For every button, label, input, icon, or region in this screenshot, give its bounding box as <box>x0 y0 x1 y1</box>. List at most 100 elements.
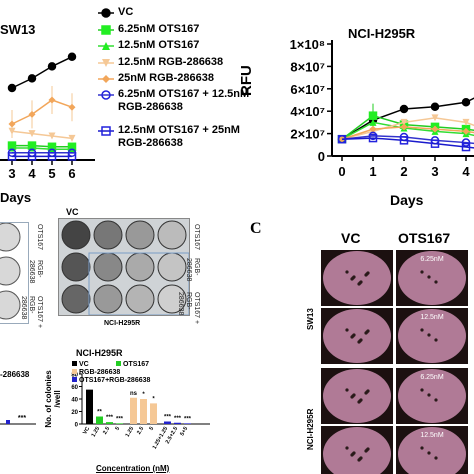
h295r-point-3-3 <box>431 114 439 122</box>
bar-legend-swatch-0 <box>72 361 77 366</box>
legend-ots625: 6.25nM OTS167 <box>118 23 200 35</box>
bar-xtick-label-5: 2.5 <box>136 426 145 436</box>
micro-colony-1-1-1 <box>427 333 431 337</box>
plate-well-0-1 <box>93 220 123 250</box>
legend-marker-0 <box>101 8 111 18</box>
bar-xtick-label-6: 5 <box>149 426 156 432</box>
microscopy-grid: 6.25nM 12.5nM 6.25nM 12.5nM <box>316 250 474 474</box>
micro-colony-1-0-7 <box>350 335 354 339</box>
legend-marker-1 <box>101 25 111 35</box>
plate-well-1-1 <box>93 252 123 282</box>
bar-legend-label-0: VC <box>79 361 89 368</box>
bar-annotation-7: *** <box>164 415 172 421</box>
sw13-point-3-2 <box>48 132 56 140</box>
h295r-point-3-2 <box>400 118 408 126</box>
legend-rgb125: 12.5nM RGB-286638 <box>118 56 224 68</box>
bar-legend-label-3: OTS167+RGB-286638 <box>79 377 151 384</box>
legend-marker-3 <box>102 59 110 67</box>
sw13-series-2 <box>12 147 72 150</box>
sw13-point-0-1 <box>27 74 37 83</box>
plate-well-2-0 <box>61 284 91 314</box>
micro-colony-2-0-8 <box>357 400 361 404</box>
h295r-point-0-3 <box>430 102 440 111</box>
micro-colony-0-1-1 <box>427 275 431 279</box>
bar-7 <box>164 421 171 424</box>
micro-colony-1-1-2 <box>434 338 438 342</box>
h295r-point-2-1 <box>369 118 377 126</box>
bar-annotation-4: ns <box>130 391 138 397</box>
plate-well-1-3 <box>157 252 187 282</box>
bar-legend-swatch-2 <box>72 369 77 374</box>
micro-well-3-0 <box>323 427 391 474</box>
colony-bar-chart: 020406080VC**1.25***2.5***5ns1.25*2.5*5*… <box>71 361 210 450</box>
panel-c-letter: C <box>250 220 262 237</box>
bar-ytick-label-1: 20 <box>71 410 78 416</box>
bar-xtick-label-4: 1.25 <box>125 426 136 438</box>
plate-right <box>58 218 190 316</box>
h295r-point-4-4 <box>462 127 470 135</box>
micro-colony-2-0-9 <box>364 391 368 395</box>
bar-3 <box>116 423 123 424</box>
h295r-ytick-label-4: 8×10⁷ <box>290 59 325 74</box>
plate-well-2-3 <box>157 284 187 314</box>
bar-annotation-5: * <box>142 392 145 398</box>
micro-colony-3-1-2 <box>434 456 438 460</box>
micro-col-ots: OTS167 <box>398 230 451 246</box>
micro-colony-2-1-1 <box>427 393 431 397</box>
h295r-series-6 <box>341 137 474 149</box>
micro-colony-0-0-8 <box>357 282 361 286</box>
micro-colony-3-0-0 <box>345 446 349 450</box>
legend-ots125: 12.5nM OTS167 <box>118 39 200 51</box>
legend-marker-6 <box>101 126 111 136</box>
micro-colony-1-1-0 <box>420 328 424 332</box>
plate-left-well-1 <box>0 256 21 286</box>
bar-xtick-label-3: 5 <box>115 426 122 432</box>
micro-well-label-2: 6.25nM <box>420 374 444 381</box>
h295r-ytick-label-2: 4×10⁷ <box>290 104 325 119</box>
bar-xtick-label-0: VC <box>82 426 91 436</box>
sw13-point-4-0 <box>8 120 16 128</box>
bar-xtick-label-2: 2.5 <box>102 426 111 436</box>
h295r-point-3-4 <box>462 118 470 126</box>
sw13-xlabel: Days <box>0 190 32 205</box>
sw13-point-0-0 <box>7 83 17 93</box>
h295r-point-4-3 <box>431 125 439 133</box>
sw13-point-0-3 <box>67 52 77 62</box>
plate-well-1-2 <box>125 252 155 282</box>
micro-colony-0-0-7 <box>350 277 354 281</box>
h295r-point-6-1 <box>368 133 378 143</box>
sw13-series-3 <box>11 130 73 140</box>
h295r-ytick-label-5: 1×10⁸ <box>290 37 325 52</box>
plate-well-0-2 <box>125 220 155 250</box>
sw13-point-6-1 <box>27 152 37 161</box>
micro-colony-1-0-0 <box>345 328 349 332</box>
h295r-point-6-3 <box>430 139 440 148</box>
legend-combo1: 6.25nM OTS167 + 12.5nM RGB-286638 <box>118 88 250 113</box>
sw13-point-0-2 <box>47 62 57 71</box>
sw13-point-6-0 <box>7 152 17 161</box>
growth-legend: VC 6.25nM OTS167 12.5nM OTS167 12.5nM RG… <box>96 6 276 166</box>
h295r-point-6-2 <box>399 136 409 145</box>
h295r-point-0-4 <box>461 97 471 107</box>
h295r-point-1-1 <box>368 111 378 120</box>
sw13-point-4-1 <box>28 110 36 118</box>
plate-right-label-2: OTS167 + RGB-286638 <box>177 292 200 325</box>
plate-left <box>0 222 29 324</box>
sw13-point-3-3 <box>68 134 76 142</box>
plate-left-well-0 <box>0 222 21 252</box>
plate-left-label-0: OTS167 <box>36 224 43 251</box>
micro-colony-3-0-7 <box>350 453 354 457</box>
bar-5 <box>140 399 147 424</box>
micro-colony-2-1-2 <box>434 398 438 402</box>
h295r-xtick-label-4: 4 <box>462 164 470 179</box>
bar-xtick-label-9: 5+5 <box>179 426 189 437</box>
h295r-point-4-1 <box>369 125 377 133</box>
bar-legend-label-1: OTS167 <box>123 361 149 368</box>
h295r-point-6-4 <box>461 142 471 152</box>
bar-annotation-8: *** <box>174 416 182 422</box>
h295r-xtick-label-0: 0 <box>338 164 345 179</box>
bar-0 <box>86 389 93 424</box>
micro-well-label-3: 12.5nM <box>420 432 444 439</box>
bar-xtick-label-1: 1.25 <box>91 426 102 438</box>
